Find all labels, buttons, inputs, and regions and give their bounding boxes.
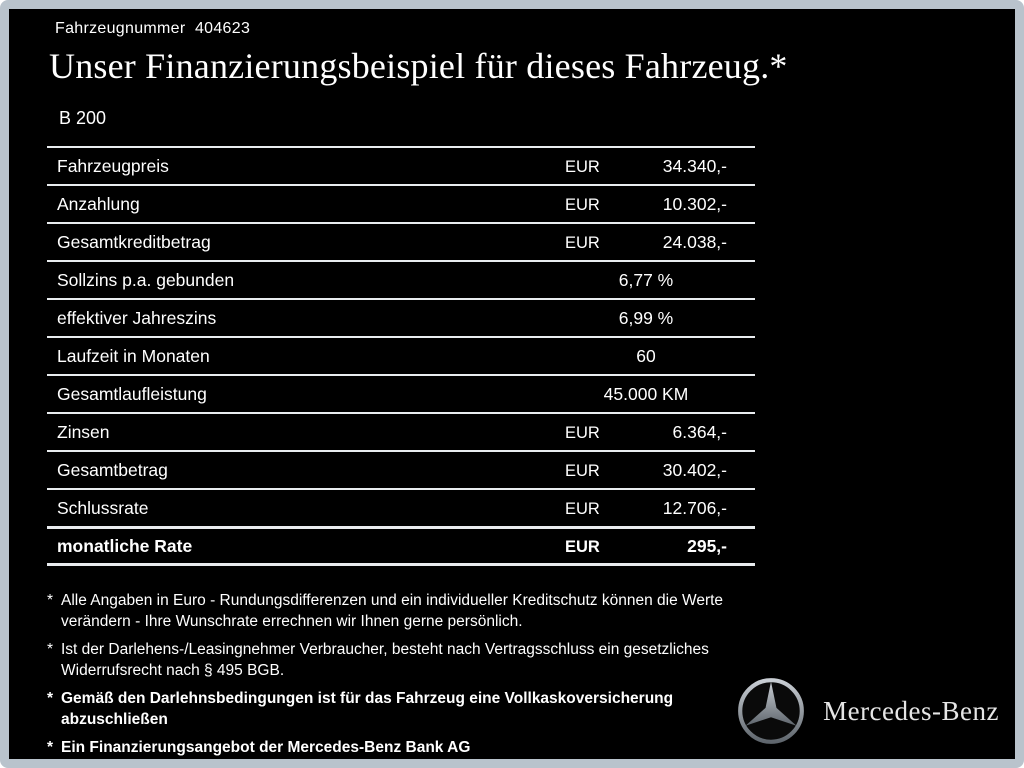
table-row: Fahrzeugpreis EUR 34.340,- xyxy=(47,146,755,184)
footnote-marker: * xyxy=(47,641,54,658)
row-label: Laufzeit in Monaten xyxy=(57,345,210,366)
row-currency: EUR xyxy=(565,537,600,556)
footnote-text: Ein Finanzierungsangebot der Mercedes-Be… xyxy=(61,739,471,756)
row-label: Anzahlung xyxy=(57,193,140,214)
row-value: 45.000 KM xyxy=(603,383,689,404)
table-row: Gesamtbetrag EUR 30.402,- xyxy=(47,450,755,488)
table-row: Zinsen EUR 6.364,- xyxy=(47,412,755,450)
table-row: Schlussrate EUR 12.706,- xyxy=(47,488,755,526)
row-value-group: EUR 295,- xyxy=(565,536,755,557)
brand-area: Mercedes-Benz xyxy=(736,676,999,746)
row-label: Gesamtlaufleistung xyxy=(57,383,207,404)
page-title: Unser Finanzierungsbeispiel für dieses F… xyxy=(49,46,788,86)
row-value-group: EUR 6.364,- xyxy=(565,422,755,443)
row-value: 30.402,- xyxy=(662,459,727,480)
row-currency: EUR xyxy=(565,195,600,214)
row-label: Sollzins p.a. gebunden xyxy=(57,269,235,290)
row-label: Gesamtkreditbetrag xyxy=(57,231,211,252)
table-row: Laufzeit in Monaten 60 xyxy=(47,336,755,374)
row-currency: EUR xyxy=(565,499,600,518)
footnote-text: Gemäß den Darlehnsbedingungen ist für da… xyxy=(61,690,674,728)
row-value: 6,77 % xyxy=(618,269,674,290)
table-row: Gesamtlaufleistung 45.000 KM xyxy=(47,374,755,412)
mercedes-star-logo xyxy=(738,678,804,744)
row-label: Fahrzeugpreis xyxy=(57,155,169,176)
row-value: 34.340,- xyxy=(662,155,727,176)
row-value: 6,99 % xyxy=(618,307,674,328)
footnote-marker: * xyxy=(47,592,54,609)
vehicle-model: B 200 xyxy=(59,108,107,128)
row-label: Gesamtbetrag xyxy=(57,459,168,480)
row-value-group: 6,99 % xyxy=(565,308,755,329)
row-currency: EUR xyxy=(565,461,600,480)
footnote: * Gemäß den Darlehnsbedingungen ist für … xyxy=(47,688,749,730)
table-row: Gesamtkreditbetrag EUR 24.038,- xyxy=(47,222,755,260)
footnote-text: Ist der Darlehens-/Leasingnehmer Verbrau… xyxy=(61,641,709,679)
row-value: 12.706,- xyxy=(662,497,727,518)
table-row-monthly-rate: monatliche Rate EUR 295,- xyxy=(47,526,755,566)
row-currency: EUR xyxy=(565,233,600,252)
table-row: Anzahlung EUR 10.302,- xyxy=(47,184,755,222)
row-currency: EUR xyxy=(565,423,600,442)
footnote: * Ein Finanzierungsangebot der Mercedes-… xyxy=(47,737,749,758)
row-value-group: EUR 30.402,- xyxy=(565,460,755,481)
vehicle-number: Fahrzeugnummer 404623 xyxy=(55,20,251,37)
footnote: * Alle Angaben in Euro - Rundungsdiffere… xyxy=(47,590,749,632)
row-value: 6.364,- xyxy=(672,421,727,442)
footnote-text: Alle Angaben in Euro - Rundungsdifferenz… xyxy=(61,592,724,630)
footnote-marker: * xyxy=(47,690,54,707)
row-label: Zinsen xyxy=(57,421,110,442)
row-label: effektiver Jahreszins xyxy=(57,307,217,328)
footnote: * Ist der Darlehens-/Leasingnehmer Verbr… xyxy=(47,639,749,681)
row-label: monatliche Rate xyxy=(57,535,193,556)
row-value-group: EUR 34.340,- xyxy=(565,156,755,177)
row-value: 10.302,- xyxy=(662,193,727,214)
brand-name: Mercedes-Benz xyxy=(823,695,999,726)
row-value-group: 60 xyxy=(565,346,755,367)
row-value: 295,- xyxy=(687,535,727,556)
row-value-group: 45.000 KM xyxy=(565,384,755,405)
row-label: Schlussrate xyxy=(57,497,149,518)
row-value: 60 xyxy=(636,345,656,366)
row-currency: EUR xyxy=(565,157,600,176)
table-row: Sollzins p.a. gebunden 6,77 % xyxy=(47,260,755,298)
financing-table: Fahrzeugpreis EUR 34.340,- Anzahlung EUR… xyxy=(47,146,755,566)
row-value-group: EUR 24.038,- xyxy=(565,232,755,253)
row-value-group: EUR 10.302,- xyxy=(565,194,755,215)
footnote-marker: * xyxy=(47,739,54,756)
row-value: 24.038,- xyxy=(662,231,727,252)
table-row: effektiver Jahreszins 6,99 % xyxy=(47,298,755,336)
row-value-group: 6,77 % xyxy=(565,270,755,291)
footnotes: * Alle Angaben in Euro - Rundungsdiffere… xyxy=(47,590,749,758)
row-value-group: EUR 12.706,- xyxy=(565,498,755,519)
